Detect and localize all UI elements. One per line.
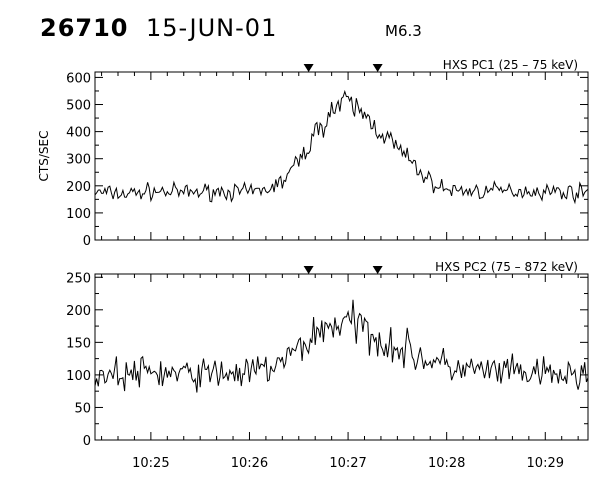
y-tick-label: 100 [66, 369, 91, 384]
panel-1-title: HXS PC1 (25 – 75 keV) [443, 58, 578, 72]
panel-2-light-curve [94, 299, 589, 393]
y-tick-label: 600 [66, 71, 91, 86]
event-id: 26710 [40, 14, 129, 42]
x-tick-label: 10:27 [329, 456, 366, 471]
event-marker [303, 266, 314, 274]
y-tick-label: 50 [74, 401, 91, 416]
panel-1-frame [94, 71, 589, 241]
y-tick-label: 300 [66, 153, 91, 168]
x-tick-label: 10:29 [527, 456, 564, 471]
event-marker [372, 64, 383, 72]
panel-2-frame [94, 273, 589, 441]
x-tick-label: 10:26 [231, 456, 268, 471]
y-axis-label: CTS/SEC [37, 131, 51, 182]
flare-class: M6.3 [385, 22, 422, 40]
event-marker [303, 64, 314, 72]
y-tick-label: 150 [66, 336, 91, 351]
event-marker [372, 266, 383, 274]
event-date: 15-JUN-01 [146, 14, 278, 42]
x-tick-label: 10:28 [428, 456, 465, 471]
y-tick-label: 0 [83, 434, 91, 449]
y-tick-label: 200 [66, 180, 91, 195]
y-tick-label: 250 [66, 271, 91, 286]
y-tick-label: 100 [66, 207, 91, 222]
y-tick-label: 0 [83, 234, 91, 249]
panel-1-light-curve [94, 89, 589, 205]
y-tick-label: 400 [66, 126, 91, 141]
y-tick-label: 200 [66, 304, 91, 319]
panel-2-title: HXS PC2 (75 – 872 keV) [435, 260, 578, 274]
x-tick-label: 10:25 [132, 456, 169, 471]
y-tick-label: 500 [66, 99, 91, 114]
